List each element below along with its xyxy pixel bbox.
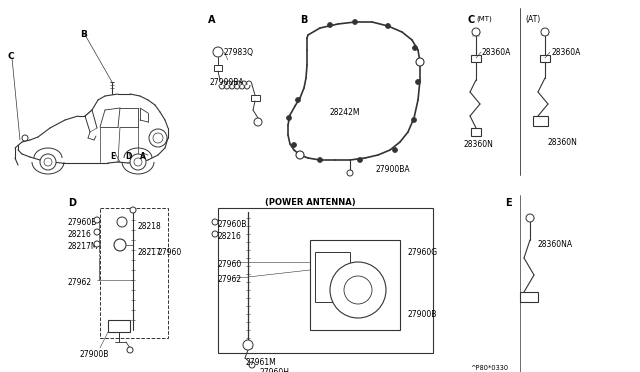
- Text: 27960G: 27960G: [408, 248, 438, 257]
- Circle shape: [296, 97, 301, 103]
- Bar: [251, 95, 260, 101]
- Text: 28216: 28216: [68, 230, 92, 239]
- Bar: [540, 55, 550, 62]
- Circle shape: [317, 157, 323, 163]
- Circle shape: [413, 45, 417, 51]
- Circle shape: [412, 118, 417, 122]
- Bar: [310, 240, 400, 330]
- Text: E: E: [505, 198, 511, 208]
- Text: 27960B: 27960B: [68, 218, 97, 227]
- Circle shape: [416, 58, 424, 66]
- Circle shape: [291, 142, 296, 148]
- Text: 28217: 28217: [138, 248, 162, 257]
- Circle shape: [94, 229, 100, 235]
- Circle shape: [344, 276, 372, 304]
- Circle shape: [287, 115, 291, 121]
- Text: 27960: 27960: [158, 248, 182, 257]
- Circle shape: [114, 239, 126, 251]
- Text: D: D: [68, 198, 76, 208]
- Circle shape: [94, 241, 100, 247]
- Text: B: B: [80, 30, 87, 39]
- Circle shape: [415, 80, 420, 84]
- Text: C: C: [467, 15, 474, 25]
- Circle shape: [40, 154, 56, 170]
- Circle shape: [22, 135, 28, 141]
- Circle shape: [358, 157, 362, 163]
- Circle shape: [347, 170, 353, 176]
- Bar: [108, 320, 130, 332]
- Bar: [471, 55, 481, 62]
- Circle shape: [213, 47, 223, 57]
- Circle shape: [153, 133, 163, 143]
- Text: 27983Q: 27983Q: [224, 48, 254, 57]
- Circle shape: [94, 217, 100, 223]
- Text: ^P80*0330: ^P80*0330: [470, 365, 508, 371]
- Text: 27960H: 27960H: [260, 368, 290, 372]
- Text: 27900BA: 27900BA: [210, 78, 244, 87]
- Text: 28360N: 28360N: [548, 138, 578, 147]
- Bar: [533, 116, 548, 126]
- Text: 28360N: 28360N: [463, 140, 493, 149]
- Text: 27960: 27960: [218, 260, 243, 269]
- Circle shape: [127, 347, 133, 353]
- Text: 27961M: 27961M: [245, 358, 276, 367]
- Bar: [218, 208, 433, 353]
- Text: 27960B: 27960B: [218, 220, 248, 229]
- Text: 28242M: 28242M: [330, 108, 360, 117]
- Circle shape: [212, 231, 218, 237]
- Circle shape: [243, 340, 253, 350]
- Text: 27900B: 27900B: [408, 310, 437, 319]
- Circle shape: [130, 154, 146, 170]
- Circle shape: [472, 28, 480, 36]
- Circle shape: [134, 158, 142, 166]
- Text: 27962: 27962: [218, 275, 242, 284]
- Text: D: D: [125, 152, 131, 161]
- Text: B: B: [300, 15, 307, 25]
- Bar: [214, 65, 222, 71]
- Bar: [315, 252, 350, 302]
- Circle shape: [526, 214, 534, 222]
- Bar: [471, 128, 481, 136]
- Text: 28360A: 28360A: [551, 48, 580, 57]
- Text: 28360A: 28360A: [482, 48, 511, 57]
- Text: 27962: 27962: [68, 278, 92, 287]
- Circle shape: [328, 22, 333, 28]
- Bar: [520, 292, 538, 302]
- Circle shape: [249, 362, 255, 368]
- Text: 27900B: 27900B: [80, 350, 109, 359]
- Text: 28360NA: 28360NA: [538, 240, 573, 249]
- Text: A: A: [140, 152, 146, 161]
- Circle shape: [117, 217, 127, 227]
- Text: 28217M: 28217M: [68, 242, 99, 251]
- Text: 28216: 28216: [218, 232, 242, 241]
- Text: A: A: [208, 15, 216, 25]
- Text: (MT): (MT): [476, 15, 492, 22]
- Circle shape: [296, 151, 304, 159]
- Text: 28218: 28218: [138, 222, 162, 231]
- Circle shape: [353, 19, 358, 25]
- Bar: [100, 208, 168, 338]
- Circle shape: [212, 219, 218, 225]
- Circle shape: [254, 118, 262, 126]
- Text: (AT): (AT): [525, 15, 540, 24]
- Text: (POWER ANTENNA): (POWER ANTENNA): [265, 198, 356, 207]
- Circle shape: [541, 28, 549, 36]
- Circle shape: [149, 129, 167, 147]
- Text: 27900BA: 27900BA: [375, 165, 410, 174]
- Circle shape: [392, 148, 397, 153]
- Circle shape: [130, 207, 136, 213]
- Circle shape: [385, 23, 390, 29]
- Circle shape: [44, 158, 52, 166]
- Text: E: E: [110, 152, 115, 161]
- Text: C: C: [8, 52, 15, 61]
- Circle shape: [330, 262, 386, 318]
